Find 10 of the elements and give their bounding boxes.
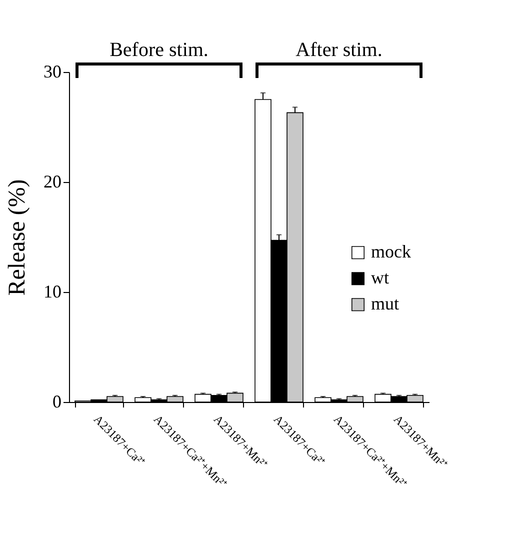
y-axis-title: Release (%) (4, 179, 30, 296)
text: After stim. (296, 39, 382, 61)
legend-label: wt (371, 268, 389, 288)
legend-label: mut (371, 294, 400, 314)
y-tick-label: 30 (44, 62, 62, 82)
y-tick-label: 20 (44, 172, 62, 192)
y-tick-label: 10 (44, 282, 62, 302)
y-tick-label: 0 (52, 392, 62, 412)
text: Before stim. (110, 39, 208, 61)
legend-label: mock (371, 242, 411, 262)
